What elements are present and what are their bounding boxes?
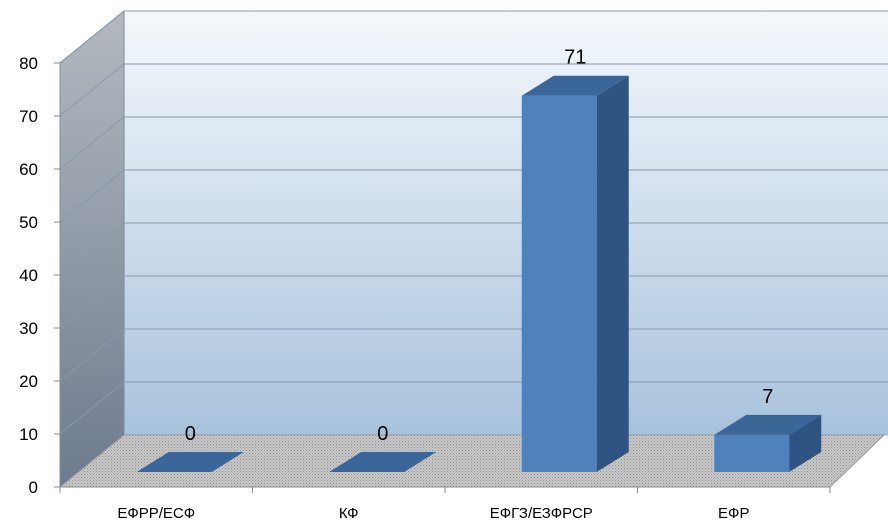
bar-front bbox=[521, 95, 597, 472]
gridline-side bbox=[59, 10, 125, 64]
bar-front bbox=[714, 434, 790, 472]
y-tick-label: 60 bbox=[19, 160, 38, 179]
y-tick-label: 80 bbox=[19, 54, 38, 73]
bar-top bbox=[714, 414, 822, 435]
x-tick-label: ЕФРР/ЕСФ bbox=[117, 505, 195, 522]
y-tick-label: 40 bbox=[19, 266, 38, 285]
gridline-side bbox=[59, 169, 125, 223]
bar-side bbox=[789, 414, 822, 472]
gridline-side bbox=[59, 63, 125, 117]
gridline-side bbox=[59, 116, 125, 170]
x-tick-label: ЕФГЗ/ЕЗФРСР bbox=[490, 505, 593, 522]
gridline-side bbox=[59, 222, 125, 276]
y-tick-label: 70 bbox=[19, 107, 38, 126]
x-tick-label: КФ bbox=[339, 505, 359, 522]
gridline-side bbox=[59, 275, 125, 329]
y-tick-label: 20 bbox=[19, 372, 38, 391]
data-label: 71 bbox=[564, 47, 586, 69]
bar-top bbox=[521, 75, 629, 96]
bar-side bbox=[596, 75, 629, 472]
bar-top bbox=[136, 452, 244, 472]
gridline-side bbox=[59, 328, 125, 382]
bar-top bbox=[329, 452, 437, 472]
x-tick-label: ЕФР bbox=[718, 505, 749, 522]
y-tick-label: 50 bbox=[19, 213, 38, 232]
y-tick-label: 0 bbox=[29, 478, 38, 497]
data-label: 0 bbox=[185, 423, 196, 445]
y-tick-label: 30 bbox=[19, 319, 38, 338]
data-label: 7 bbox=[762, 386, 773, 408]
y-tick-label: 10 bbox=[19, 425, 38, 444]
data-label: 0 bbox=[377, 423, 388, 445]
gridline-side bbox=[59, 381, 125, 435]
